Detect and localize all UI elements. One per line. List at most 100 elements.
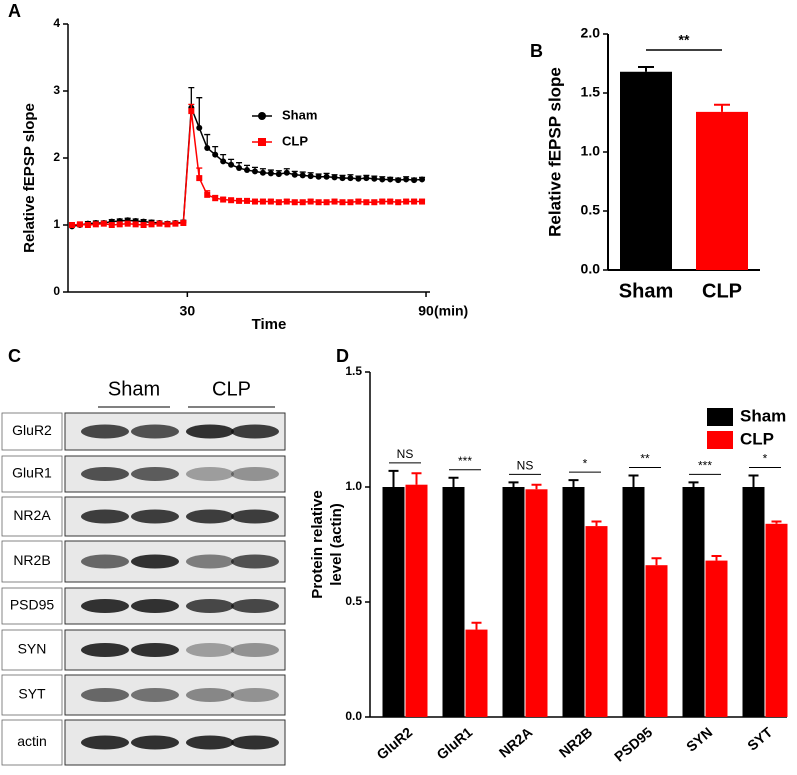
bar	[765, 523, 788, 717]
marker	[283, 198, 290, 205]
blot-band	[81, 509, 129, 524]
y-tick-label: 0.0	[345, 709, 362, 723]
marker	[236, 197, 243, 204]
marker	[331, 174, 338, 181]
x-tick-label: NR2B	[556, 724, 595, 761]
panel-letter: B	[530, 41, 543, 61]
bar	[465, 629, 488, 717]
panel-letter: D	[336, 346, 349, 366]
legend-marker	[258, 112, 266, 120]
marker	[307, 198, 314, 205]
panel-letter: C	[8, 346, 21, 366]
group-label: Sham	[108, 378, 160, 400]
y-tick-label: 0.0	[581, 261, 601, 277]
marker	[419, 198, 426, 205]
x-tick-label: Sham	[619, 280, 673, 302]
marker	[323, 199, 330, 206]
marker	[100, 220, 107, 227]
marker	[323, 173, 330, 180]
marker	[228, 197, 235, 204]
x-tick-label: 90	[418, 303, 434, 319]
x-tick-label: NR2A	[496, 724, 535, 761]
marker	[307, 173, 314, 180]
y-tick-label: 1.0	[581, 143, 601, 159]
marker	[132, 221, 139, 228]
marker	[76, 221, 83, 228]
error-bar	[388, 469, 399, 487]
bar	[405, 484, 428, 717]
error-bar	[196, 97, 203, 128]
marker	[275, 199, 282, 206]
blot-band	[81, 643, 129, 657]
bar	[382, 487, 405, 717]
marker	[339, 175, 346, 182]
marker	[156, 220, 163, 227]
blot-band	[231, 467, 279, 481]
blot-band	[231, 424, 279, 439]
marker	[124, 220, 131, 227]
marker	[228, 161, 235, 168]
y-tick-label: 2.0	[581, 25, 601, 41]
x-axis-label: Time	[252, 316, 287, 333]
error-bar	[748, 474, 759, 487]
error-bar	[448, 476, 459, 487]
bar	[705, 560, 728, 717]
marker	[244, 197, 251, 204]
marker	[68, 222, 75, 228]
error-bar	[714, 103, 730, 112]
marker	[204, 144, 211, 151]
bar	[442, 487, 465, 717]
error-bar	[638, 66, 654, 72]
marker	[180, 219, 187, 226]
y-axis-label: Protein relative	[309, 490, 326, 598]
marker	[371, 175, 378, 182]
marker	[387, 198, 394, 205]
blot-band	[186, 509, 234, 524]
bar	[682, 487, 705, 717]
blot-band	[186, 599, 234, 613]
marker	[403, 198, 410, 205]
y-tick-label: 0	[53, 284, 60, 298]
error-bar	[651, 557, 662, 566]
row-label: SYN	[18, 641, 47, 657]
legend-label: CLP	[740, 429, 774, 448]
blot-band	[231, 643, 279, 657]
y-tick-label: 1.5	[581, 84, 601, 100]
marker	[204, 191, 211, 198]
marker	[395, 199, 402, 206]
error-bar	[771, 520, 782, 524]
marker	[236, 165, 243, 172]
blot-band	[81, 424, 129, 439]
marker	[172, 220, 179, 227]
error-bar	[628, 474, 639, 487]
blot-band	[231, 599, 279, 613]
group-label: CLP	[212, 378, 251, 400]
label-frame	[1, 587, 63, 625]
significance-label: **	[640, 452, 650, 466]
legend-label: Sham	[740, 406, 786, 425]
label-frame	[1, 719, 63, 766]
marker	[188, 108, 195, 115]
marker	[411, 177, 418, 184]
x-tick-label: GluR1	[433, 724, 475, 763]
blot-band	[81, 467, 129, 481]
marker	[299, 172, 306, 179]
significance-label: NS	[397, 447, 414, 461]
marker	[212, 151, 219, 158]
error-bar	[531, 483, 542, 490]
y-tick-label: 2	[53, 150, 60, 164]
marker	[259, 198, 266, 205]
label-frame	[1, 496, 63, 537]
marker	[84, 222, 91, 228]
blot-band	[131, 509, 179, 524]
error-bar	[471, 621, 482, 630]
marker	[379, 176, 386, 183]
marker	[315, 199, 322, 206]
bar	[502, 487, 525, 717]
blot-band	[81, 735, 129, 750]
significance-label: NS	[517, 459, 534, 473]
marker	[363, 199, 370, 206]
label-frame	[1, 455, 63, 493]
bar	[645, 565, 668, 717]
